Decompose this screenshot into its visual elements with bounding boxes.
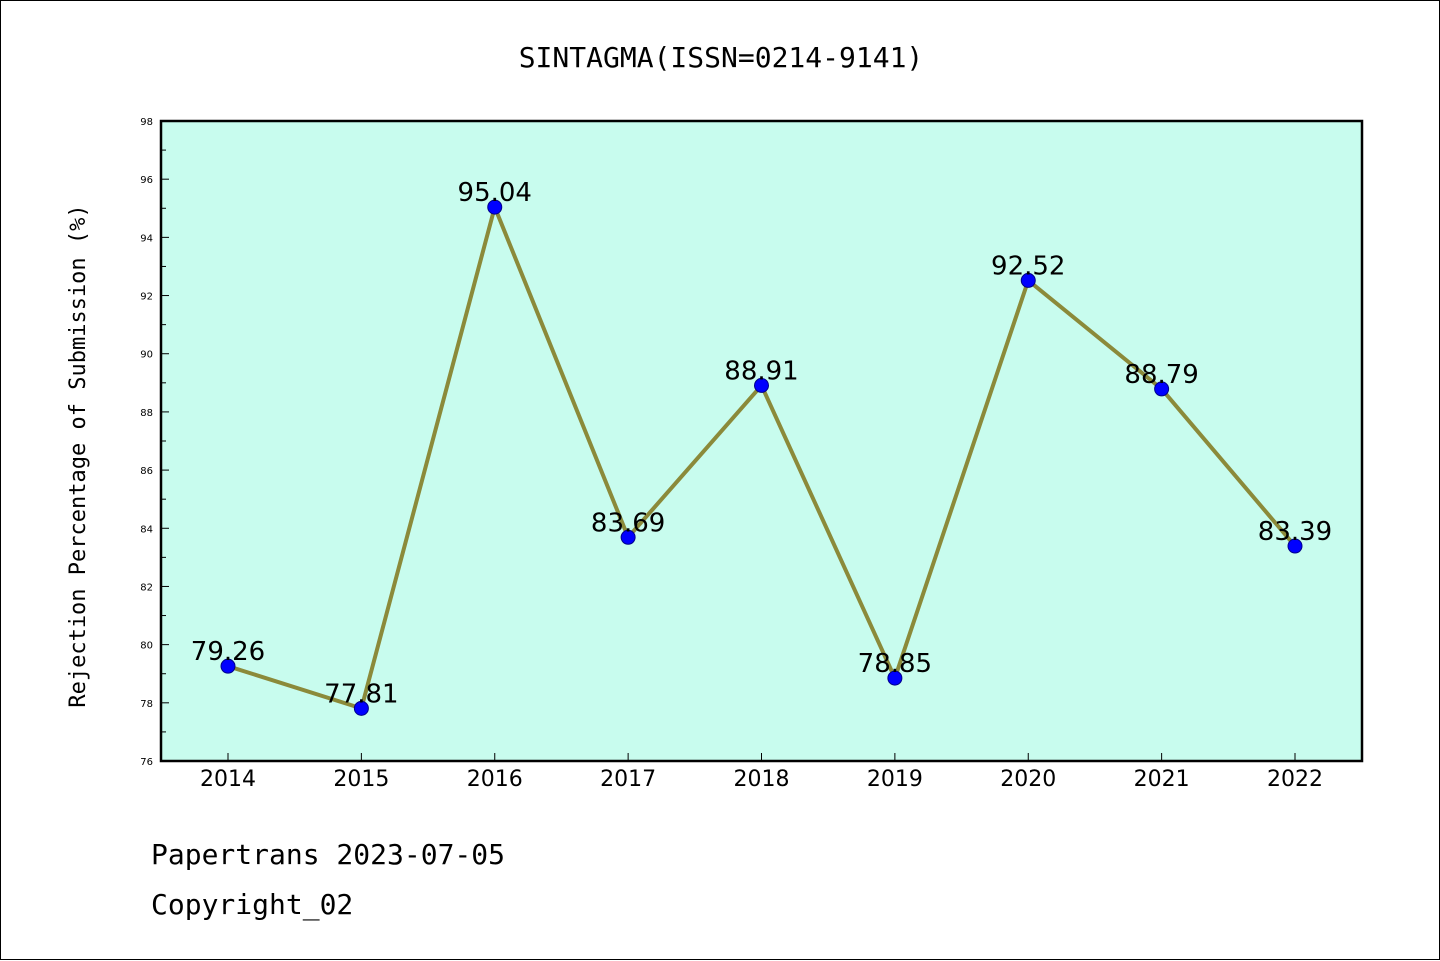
data-point	[353, 700, 369, 716]
data-point	[1020, 272, 1036, 288]
data-label: 83.69	[591, 508, 665, 538]
data-point	[1154, 381, 1170, 397]
x-tick-label: 2020	[1000, 767, 1056, 792]
data-point	[220, 658, 236, 674]
data-label: 95.04	[458, 178, 532, 208]
x-tick-label: 2014	[200, 767, 256, 792]
x-tick-label: 2015	[333, 767, 389, 792]
data-label: 78.85	[858, 649, 932, 679]
footer-line-1: Papertrans 2023-07-05	[151, 838, 505, 871]
x-tick-label: 2022	[1267, 767, 1323, 792]
y-tick-label: 82	[140, 582, 153, 593]
x-tick-label: 2016	[467, 767, 523, 792]
y-tick-label: 76	[140, 757, 153, 768]
data-label: 79.26	[191, 637, 265, 667]
footer-line-2: Copyright_02	[151, 888, 353, 922]
y-tick-label: 80	[140, 641, 153, 652]
plot-area	[159, 119, 1364, 763]
data-labels: 79.26 77.81 95.04 83.69 88.91 78.85 92.52 88.79…	[191, 178, 1332, 709]
y-tick-label: 90	[140, 350, 153, 361]
data-point	[1287, 538, 1303, 554]
x-tick-label: 2021	[1134, 767, 1190, 792]
data-label: 92.52	[991, 251, 1065, 281]
y-tick-label: 98	[140, 117, 153, 128]
y-tick-label: 96	[140, 175, 153, 186]
x-axis: 2014 2015 2016 2017 2018 2019 2020 2021 2022	[200, 753, 1323, 792]
data-point	[620, 529, 636, 545]
x-tick-label: 2018	[734, 767, 790, 792]
data-point	[754, 377, 769, 393]
data-label: 83.39	[1258, 517, 1332, 547]
data-label: 88.79	[1124, 360, 1198, 390]
data-label: 88.91	[724, 356, 798, 386]
data-label: 77.81	[324, 679, 398, 709]
y-axis-label: Rejection Percentage of Submission (%)	[66, 204, 91, 707]
y-tick-label: 86	[140, 466, 153, 477]
y-tick-label: 94	[140, 233, 153, 244]
data-point	[887, 670, 903, 686]
data-point	[487, 199, 503, 215]
chart-title: SINTAGMA(ISSN=0214-9141)	[519, 41, 924, 74]
y-tick-label: 84	[140, 524, 153, 535]
x-tick-label: 2019	[867, 767, 923, 792]
y-axis: 76 78 80 82 84 86 88 90 92 94 96 98	[140, 117, 169, 768]
y-tick-label: 78	[140, 699, 153, 710]
series-group	[220, 199, 1303, 716]
y-tick-label: 92	[140, 292, 153, 303]
y-tick-label: 88	[140, 408, 153, 419]
x-tick-label: 2017	[600, 767, 656, 792]
